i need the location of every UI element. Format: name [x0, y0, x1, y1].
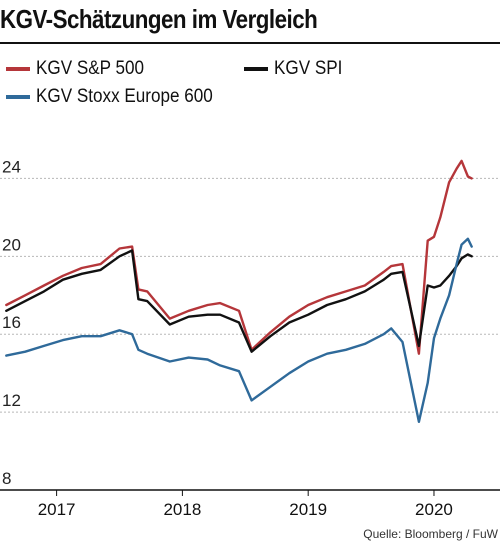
series-line-sp500	[5, 159, 473, 355]
x-tick-label-2018: 2018	[163, 500, 201, 519]
x-tick-label-2017: 2017	[38, 500, 76, 519]
legend-item-stoxx: KGV Stoxx Europe 600	[6, 86, 232, 108]
title-divider	[0, 42, 500, 44]
legend-swatch-stoxx	[6, 95, 30, 99]
chart-title: KGV-Schätzungen im Vergleich	[0, 4, 318, 34]
y-tick-label-20: 20	[2, 235, 21, 254]
legend-swatch-spi	[244, 67, 268, 71]
x-tick-label-2020: 2020	[415, 500, 453, 519]
y-tick-label-24: 24	[2, 157, 21, 176]
legend-item-spi: KGV SPI	[244, 58, 350, 80]
source-note: Quelle: Bloomberg / FuW	[363, 527, 498, 541]
series-line-stoxx	[5, 237, 473, 423]
legend-label-sp500: KGV S&P 500	[36, 58, 145, 79]
legend-label-stoxx: KGV Stoxx Europe 600	[36, 86, 213, 107]
y-tick-label-12: 12	[2, 391, 21, 410]
series-line-spi	[5, 249, 473, 353]
x-tick-label-2019: 2019	[289, 500, 327, 519]
legend-swatch-sp500	[6, 67, 30, 71]
legend-label-spi: KGV SPI	[274, 58, 343, 79]
y-tick-label-16: 16	[2, 313, 21, 332]
y-tick-label-8: 8	[2, 469, 11, 488]
legend-item-sp500: KGV S&P 500	[6, 58, 156, 80]
